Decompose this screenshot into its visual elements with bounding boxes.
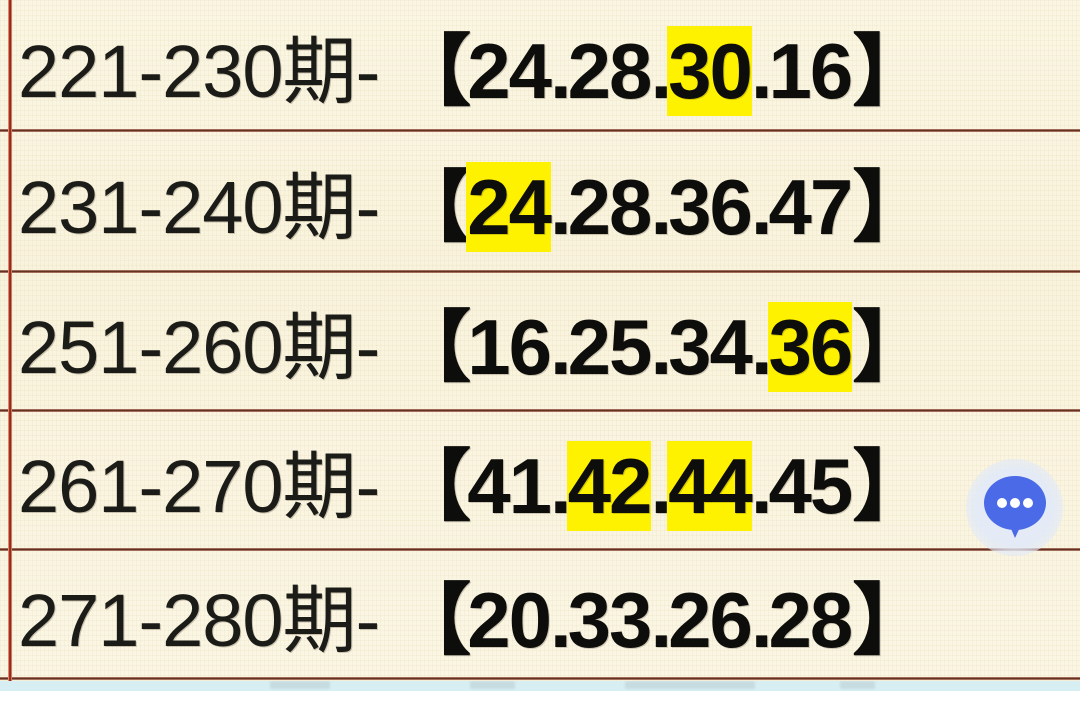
number-value: 47 [768, 163, 854, 251]
table-row-separator [0, 129, 1080, 132]
number-value: 45 [768, 442, 854, 530]
period-label: 251-260期- [18, 305, 380, 389]
underlying-page-blob [270, 681, 330, 689]
number-separator: . [550, 27, 572, 115]
number-value: 25 [567, 303, 653, 391]
period-label: 261-270期- [18, 444, 380, 528]
open-bracket: 【 [393, 27, 471, 115]
underlying-page-white [0, 691, 1080, 705]
number-value: 28 [567, 163, 653, 251]
underlying-page-blob [470, 681, 515, 689]
table-left-rule [8, 0, 12, 681]
number-separator: . [650, 576, 672, 664]
number-value-highlighted: 30 [668, 27, 753, 115]
table-row-separator [0, 409, 1080, 412]
underlying-page-strip [0, 680, 1080, 691]
number-separator: . [650, 163, 672, 251]
number-value-highlighted: 24 [467, 163, 552, 251]
period-label: 231-240期- [18, 165, 380, 249]
open-bracket: 【 [393, 303, 471, 391]
table-row-separator [0, 270, 1080, 273]
number-separator: . [750, 163, 773, 251]
period-label: 271-280期- [18, 578, 380, 662]
table-row-separator [0, 677, 1080, 680]
close-bracket: 】 [852, 303, 930, 391]
number-separator: . [550, 303, 572, 391]
table-row: 231-240期- 【24.28.36.47】 [0, 132, 1080, 270]
number-value: 28 [567, 27, 653, 115]
number-separator: . [550, 442, 572, 530]
numbers-cell: 【24.28.36.47】 [393, 145, 930, 257]
number-separator: . [650, 303, 672, 391]
number-separator: . [750, 27, 773, 115]
chat-bubble-glyph [983, 475, 1046, 538]
period-label: 221-230期- [18, 29, 380, 113]
open-bracket: 【 [393, 442, 471, 530]
number-value: 33 [567, 576, 653, 664]
paper-sheet [0, 0, 1080, 681]
number-value: 16 [467, 303, 552, 391]
number-value: 36 [668, 163, 753, 251]
number-separator: . [750, 442, 773, 530]
numbers-cell: 【41.42.44.45】 [393, 424, 930, 536]
number-separator: . [650, 27, 672, 115]
number-value: 26 [668, 576, 753, 664]
number-value-highlighted: 44 [668, 442, 753, 530]
number-value: 20 [467, 576, 552, 664]
number-separator: . [750, 303, 773, 391]
number-value-highlighted: 42 [567, 442, 652, 530]
numbers-cell: 【24.28.30.16】 [393, 9, 930, 121]
number-separator: . [650, 442, 672, 530]
number-value: 16 [768, 27, 854, 115]
close-bracket: 】 [852, 163, 930, 251]
number-separator: . [550, 576, 572, 664]
number-value-highlighted: 36 [768, 303, 853, 391]
table-row-separator [0, 548, 1080, 551]
table-row: 221-230期- 【24.28.30.16】 [0, 0, 1080, 130]
numbers-cell: 【16.25.34.36】 [393, 285, 930, 397]
underlying-page-blob [840, 681, 875, 689]
underlying-page-blob [625, 681, 755, 689]
close-bracket: 】 [852, 442, 930, 530]
number-value: 28 [768, 576, 854, 664]
table-row: 251-260期- 【16.25.34.36】 [0, 273, 1080, 409]
number-value: 24 [467, 27, 552, 115]
open-bracket: 【 [393, 576, 471, 664]
close-bracket: 】 [852, 576, 930, 664]
number-separator: . [550, 163, 572, 251]
numbers-cell: 【20.33.26.28】 [393, 558, 930, 670]
table-row: 271-280期- 【20.33.26.28】 [0, 551, 1080, 677]
number-value: 41 [467, 442, 552, 530]
number-separator: . [750, 576, 773, 664]
number-value: 34 [668, 303, 753, 391]
table-row: 261-270期- 【41.42.44.45】 [0, 412, 1080, 548]
open-bracket: 【 [393, 163, 471, 251]
chat-bubble-icon[interactable] [966, 459, 1063, 556]
close-bracket: 】 [852, 27, 930, 115]
